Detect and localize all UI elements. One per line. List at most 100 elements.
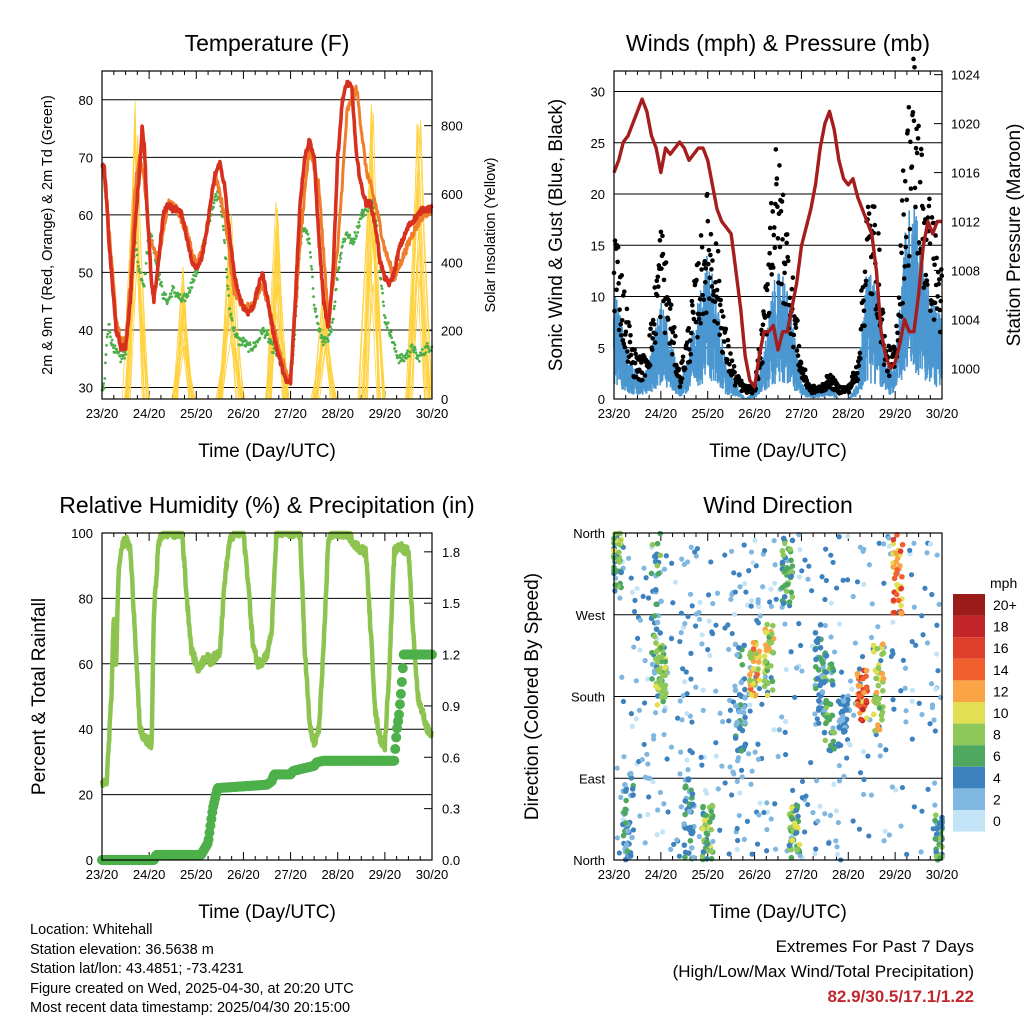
direction-point — [736, 645, 742, 651]
legend-label: 18 — [993, 619, 1009, 635]
gust-point — [703, 310, 709, 316]
gust-point — [714, 287, 720, 293]
direction-point — [735, 837, 741, 844]
direction-point — [741, 676, 748, 682]
direction-point — [808, 759, 814, 766]
direction-point — [868, 634, 875, 641]
gust-point — [705, 218, 711, 224]
dewpoint-point — [258, 336, 262, 340]
gust-point — [707, 275, 713, 281]
direction-point — [855, 702, 861, 708]
gust-point — [694, 277, 699, 283]
direction-point — [748, 549, 755, 555]
gust-point — [658, 229, 664, 235]
legend-label: 8 — [993, 727, 1001, 743]
dewpoint-point — [213, 198, 216, 202]
dewpoint-point — [104, 353, 108, 356]
gust-point — [678, 380, 684, 385]
dewpoint-point — [310, 267, 314, 271]
direction-point — [719, 763, 725, 769]
direction-point — [936, 601, 942, 607]
panel-4-title: Wind Direction — [703, 492, 853, 518]
dewpoint-point — [382, 313, 386, 317]
direction-point — [924, 640, 931, 646]
dewpoint-point — [402, 359, 406, 363]
gust-point — [671, 340, 677, 346]
direction-point — [821, 729, 828, 736]
direction-point — [737, 702, 744, 708]
direction-point — [684, 691, 690, 697]
dewpoint-point — [172, 286, 176, 290]
direction-point — [767, 599, 773, 605]
gust-point — [777, 163, 782, 168]
direction-point — [761, 809, 767, 816]
dewpoint-point — [352, 240, 356, 244]
direction-point — [812, 630, 819, 636]
direction-point — [680, 666, 686, 672]
dewpoint-point — [187, 286, 190, 290]
direction-point — [652, 553, 658, 560]
dewpoint-point — [111, 346, 115, 350]
panel-1-ylabel: 2m & 9m T (Red, Orange) & 2m Td (Green) — [40, 95, 56, 375]
direction-point — [739, 774, 745, 780]
direction-point — [612, 531, 618, 537]
solar-trace — [172, 266, 194, 400]
dewpoint-point — [244, 344, 248, 348]
direction-point — [651, 736, 657, 742]
direction-point — [794, 824, 801, 830]
dewpoint-point — [400, 352, 404, 356]
direction-point — [653, 640, 659, 646]
gust-point — [782, 270, 787, 276]
direction-point — [717, 710, 723, 716]
direction-point — [934, 651, 940, 657]
direction-point — [796, 621, 802, 627]
direction-point — [805, 801, 811, 808]
direction-point — [934, 622, 940, 628]
gust-point — [660, 233, 665, 239]
direction-point — [919, 711, 925, 718]
direction-point — [732, 735, 739, 741]
dewpoint-point — [341, 244, 344, 248]
direction-point — [829, 665, 836, 671]
direction-point — [738, 748, 745, 754]
direction-point — [730, 769, 736, 775]
direction-point — [841, 773, 847, 779]
dewpoint-point — [115, 347, 119, 351]
direction-point — [645, 811, 651, 818]
panel-4-ylabel: Direction (Colored By Speed) — [522, 573, 543, 820]
gust-point — [908, 186, 914, 191]
direction-point — [797, 546, 803, 553]
direction-point — [756, 685, 763, 692]
solar-trace — [363, 113, 384, 400]
dewpoint-point — [103, 361, 107, 365]
direction-point — [933, 831, 940, 838]
gust-point — [772, 245, 778, 251]
direction-point — [761, 547, 768, 554]
dewpoint-point — [157, 277, 161, 281]
direction-point — [835, 819, 841, 826]
direction-point — [644, 751, 650, 757]
direction-point — [782, 540, 788, 547]
direction-point — [764, 826, 770, 833]
direction-point — [886, 543, 892, 549]
direction-point — [866, 833, 872, 839]
gust-point — [627, 339, 633, 345]
direction-point — [898, 823, 904, 829]
gust-point — [790, 275, 796, 280]
y-right-tick-label: 800 — [441, 119, 463, 134]
direction-point — [828, 552, 834, 558]
dewpoint-point — [416, 357, 420, 361]
direction-point — [881, 580, 887, 586]
direction-point — [634, 585, 640, 592]
dewpoint-point — [262, 329, 266, 332]
gust-point — [779, 281, 784, 287]
direction-point — [909, 736, 915, 742]
direction-point — [722, 552, 728, 558]
direction-point — [813, 638, 820, 645]
gust-point — [770, 209, 776, 214]
y-right-tick-label: 200 — [441, 324, 463, 339]
gust-point — [632, 347, 637, 353]
direction-point — [700, 804, 706, 811]
direction-point — [707, 819, 713, 825]
direction-point — [707, 652, 713, 658]
